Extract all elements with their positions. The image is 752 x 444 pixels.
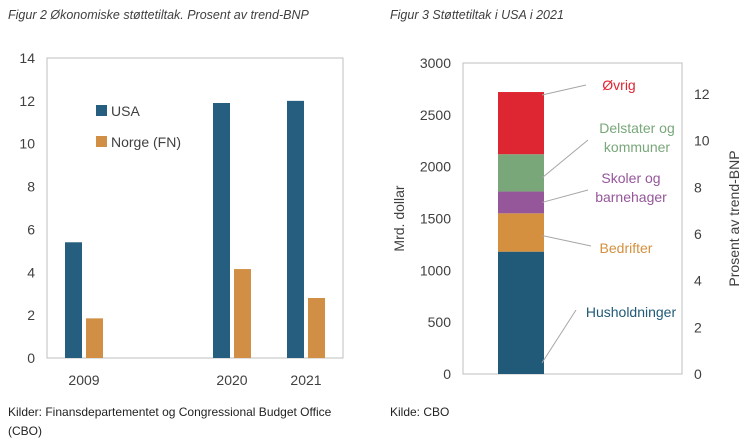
- bar-usa-2009: [65, 242, 82, 358]
- figure-3-source: Kilde: CBO: [390, 405, 450, 419]
- legend-swatch: [96, 105, 107, 116]
- segment-label-line: Husholdninger: [586, 304, 677, 320]
- bar-norge-fn--2009: [86, 318, 103, 358]
- y-tick-label: 14: [19, 50, 35, 66]
- y2-tick-label: 2: [694, 319, 702, 335]
- label-leader-line: [541, 309, 577, 364]
- y-tick-label: 2000: [420, 159, 451, 175]
- y-tick-label: 2: [27, 307, 35, 323]
- y-tick-label: 1000: [420, 262, 451, 278]
- segment-husholdninger: [498, 251, 544, 374]
- segment-label-line: Delstater og: [599, 120, 674, 136]
- segment--vrig: [498, 92, 544, 155]
- segment-label: Øvrig: [602, 77, 635, 93]
- segment-label: Delstater og kommuner: [599, 120, 674, 155]
- y-tick-label: 0: [443, 366, 451, 382]
- y-tick-label: 6: [27, 221, 35, 237]
- figure-2-source: Kilder: Finansdepartementet og Congressi…: [8, 405, 332, 438]
- label-leader-line: [541, 235, 592, 247]
- bar-norge-fn--2020: [234, 269, 251, 358]
- y-tick-label: 2500: [420, 107, 451, 123]
- segment-label-line: barnehager: [595, 189, 667, 205]
- segment-label-line: Øvrig: [602, 77, 635, 93]
- bar-norge-fn--2021: [308, 298, 325, 358]
- y2-tick-label: 0: [694, 366, 702, 382]
- legend-label: Norge (FN): [111, 134, 181, 150]
- y-tick-label: 500: [428, 314, 452, 330]
- legend-swatch: [96, 136, 107, 147]
- figure-3-chart: 0 500 1000 1500 2000 2500 3000 0 2 4 6 8 10 12 Mrd. do…: [391, 55, 742, 382]
- segment-label-line: Skoler og: [601, 170, 660, 186]
- label-leader-line: [541, 139, 589, 179]
- y2-tick-label: 8: [694, 179, 702, 195]
- y2-tick-label: 4: [694, 273, 702, 289]
- segment-delstater-og-kommuner: [498, 154, 544, 192]
- plot-area-border: [46, 57, 344, 359]
- figure-3-title: Figur 3 Støttetiltak i USA i 2021: [390, 8, 564, 22]
- y-tick-label: 10: [19, 136, 35, 152]
- y-tick-label: 0: [27, 350, 35, 366]
- y-tick-label: 8: [27, 179, 35, 195]
- y2-axis-label: Prosent av trend-BNP: [726, 150, 742, 286]
- segment-label: Bedrifter: [600, 240, 653, 256]
- y-tick-label: 3000: [420, 55, 451, 71]
- y-axis-label: Mrd. dollar: [391, 185, 407, 251]
- plot-area-border: [462, 62, 683, 375]
- x-tick-label: 2020: [216, 372, 247, 388]
- segment-label-line: Bedrifter: [600, 240, 653, 256]
- figure-2-chart: 0 2 4 6 8 10 12 14 2009 2020 2021 USA Norge (FN): [19, 50, 344, 388]
- segment-label: Husholdninger: [586, 304, 677, 320]
- y2-tick-label: 6: [694, 226, 702, 242]
- segment-label: Skoler og barnehager: [595, 170, 667, 205]
- legend-label: USA: [111, 103, 140, 119]
- y2-tick-label: 10: [694, 133, 710, 149]
- segment-label-line: kommuner: [604, 139, 670, 155]
- y2-tick-label: 12: [694, 86, 710, 102]
- segment-bedrifter: [498, 213, 544, 252]
- bar-usa-2020: [213, 103, 230, 358]
- y-tick-label: 1500: [420, 211, 451, 227]
- y-tick-label: 12: [19, 93, 35, 109]
- x-tick-label: 2009: [68, 372, 99, 388]
- x-tick-label: 2021: [290, 372, 321, 388]
- segment-skoler-og-barnehager: [498, 191, 544, 214]
- label-leader-line: [541, 189, 589, 203]
- figure-2-title: Figur 2 Økonomiske støttetiltak. Prosent…: [8, 8, 309, 22]
- label-leader-line: [541, 84, 587, 96]
- y-tick-label: 4: [27, 264, 35, 280]
- bar-usa-2021: [287, 100, 304, 358]
